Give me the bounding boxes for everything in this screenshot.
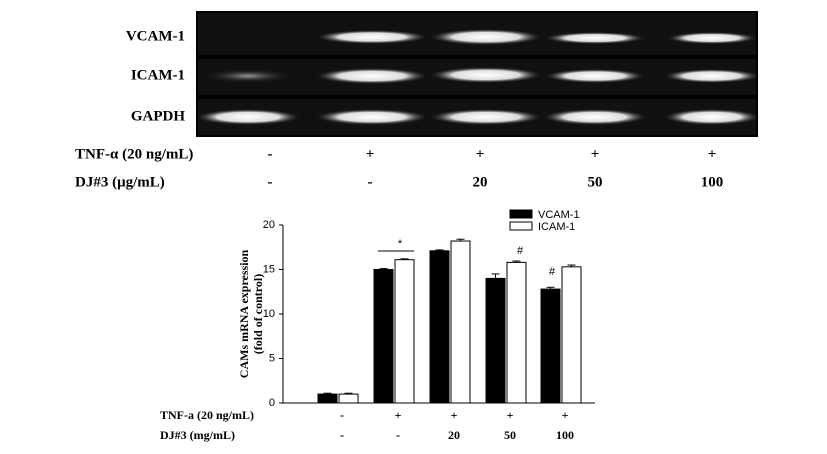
treatment-value: +	[591, 146, 600, 162]
error-bar	[435, 249, 444, 251]
gel-row-label: VCAM-1	[126, 28, 185, 44]
bar	[317, 393, 338, 404]
y-tick-label: 5	[269, 352, 275, 364]
y-tick-label: 20	[263, 219, 275, 231]
treatment-value: +	[451, 408, 458, 422]
treatment-label: TNF-a (20 ng/mL)	[160, 408, 254, 422]
legend-swatch	[509, 221, 533, 231]
y-tick-label: 15	[263, 263, 275, 275]
treatment-value: +	[507, 408, 514, 422]
gel	[196, 11, 760, 137]
error-bar	[512, 260, 521, 263]
treatment-value: +	[708, 146, 717, 162]
error-bar	[344, 392, 353, 395]
treatment-value: -	[368, 174, 373, 190]
treatment-value: +	[476, 146, 485, 162]
y-axis-label: CAMs mRNA expression	[237, 249, 251, 378]
bar	[561, 266, 582, 404]
treatment-value: +	[366, 146, 375, 162]
error-bar	[323, 392, 332, 395]
error-bar	[456, 238, 465, 242]
legend-label: VCAM-1	[538, 209, 580, 221]
treatment-value: +	[562, 408, 569, 422]
bar	[506, 261, 527, 404]
treatment-value: 20	[448, 428, 460, 442]
annotation: *	[398, 238, 403, 250]
error-bar	[546, 286, 555, 290]
bar	[540, 288, 561, 404]
bar	[450, 240, 471, 404]
bar	[394, 259, 415, 404]
treatment-value: -	[396, 428, 400, 442]
treatment-label: DJ#3 (mg/mL)	[160, 428, 235, 442]
treatment-value: -	[268, 146, 273, 162]
bar	[338, 393, 359, 404]
treatment-value: 100	[701, 174, 724, 190]
legend-swatch	[509, 209, 533, 219]
error-bar	[379, 268, 388, 270]
gel-row-label: GAPDH	[131, 108, 185, 124]
annotation: #	[517, 245, 524, 257]
bar	[373, 269, 394, 404]
bar	[429, 250, 450, 404]
treatment-label: DJ#3 (μg/mL)	[75, 174, 165, 190]
error-bar	[491, 273, 500, 279]
y-tick-label: 10	[263, 308, 275, 320]
treatment-value: -	[340, 408, 344, 422]
y-tick-label: 0	[269, 397, 275, 409]
treatment-value: 50	[588, 174, 603, 190]
treatment-value: 100	[556, 428, 574, 442]
bar	[485, 277, 506, 404]
treatment-value: +	[395, 408, 402, 422]
error-bar	[400, 258, 409, 260]
gel-row-label: ICAM-1	[131, 67, 185, 83]
treatment-label: TNF-α (20 ng/mL)	[75, 146, 193, 162]
treatment-value: 50	[504, 428, 516, 442]
treatment-value: -	[340, 428, 344, 442]
treatment-value: -	[268, 174, 273, 190]
legend-label: ICAM-1	[538, 221, 575, 233]
y-axis-label: (fold of control)	[251, 274, 265, 354]
annotation: #	[549, 266, 556, 278]
treatment-value: 20	[473, 174, 488, 190]
error-bar	[567, 264, 576, 267]
